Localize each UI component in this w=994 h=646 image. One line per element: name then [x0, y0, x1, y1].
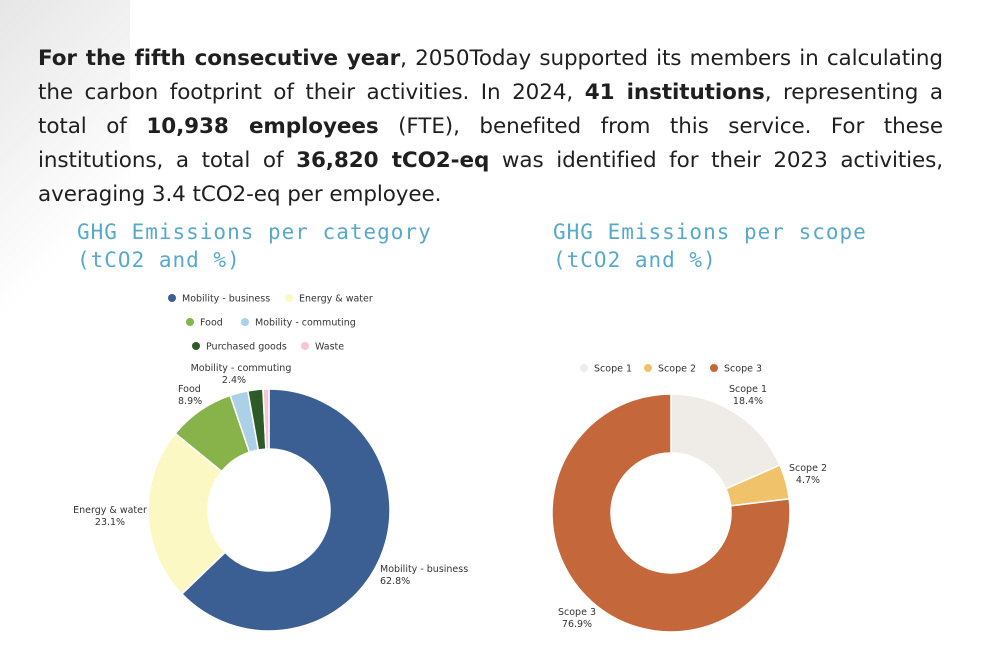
category-legend-label-purchased-goods: Purchased goods [206, 342, 287, 353]
scope-chart-title: GHG Emissions per scope (tCO2 and %) [553, 218, 867, 274]
category-legend-swatch-energy-water [285, 294, 293, 302]
intro-bold-7: 36,820 tCO2-eq [296, 147, 490, 173]
intro-text-6: (FTE), benefited from this service. For … [38, 113, 943, 173]
category-legend-label-energy-water: Energy & water [299, 294, 373, 305]
category-donut [147, 388, 391, 632]
scope-label-name-scope-3: Scope 3 [558, 607, 596, 618]
category-slice-waste [262, 388, 270, 450]
scope-legend-label-scope-1: Scope 1 [594, 364, 632, 375]
intro-bold-5: 10,938 employees [146, 113, 379, 139]
category-label-value-mobility-commuting: 2.4% [222, 375, 246, 386]
category-label-name-food: Food [178, 384, 201, 395]
intro-text-2: , 2050Today supported its members in cal… [38, 45, 943, 105]
intro-bold-1: For the fifth consecutive year [38, 45, 401, 71]
scope-label-value-scope-3: 76.9% [562, 619, 592, 630]
category-label-name-mobility-business: Mobility - business [380, 564, 468, 575]
scope-labels: Scope 118.4% Scope 24.7% Scope 376.9% [558, 384, 827, 630]
category-label-name-mobility-commuting: Mobility - commuting [191, 363, 292, 374]
intro-text-8: was identified for their 2023 activities… [38, 147, 943, 207]
category-slice-mobility-business [180, 388, 391, 632]
category-label-value-food: 8.9% [178, 396, 202, 407]
intro-bold-3: 41 institutions [584, 79, 765, 105]
scope-donut [551, 393, 791, 633]
category-legend-label-mobility-business: Mobility - business [182, 294, 270, 305]
background-shade [0, 0, 130, 330]
category-legend-swatch-purchased-goods [192, 342, 200, 350]
category-legend-label-waste: Waste [315, 342, 344, 353]
category-label-value-mobility-business: 62.8% [380, 576, 410, 587]
category-chart-title: GHG Emissions per category (tCO2 and %) [77, 218, 432, 274]
intro-paragraph: For the fifth consecutive year, 2050Toda… [38, 42, 943, 212]
scope-legend-swatch-scope-3 [710, 364, 718, 372]
scope-legend-swatch-scope-1 [580, 364, 588, 372]
scope-chart-title-line2: (tCO2 and %) [553, 248, 717, 272]
category-legend-swatch-waste [301, 342, 309, 350]
intro-text-4: , representing a total of [38, 79, 943, 139]
scope-label-value-scope-2: 4.7% [796, 475, 820, 486]
scope-legend-label-scope-3: Scope 3 [724, 364, 762, 375]
scope-chart-title-line1: GHG Emissions per scope [553, 220, 867, 244]
scope-legend-swatch-scope-2 [644, 364, 652, 372]
scope-label-name-scope-1: Scope 1 [729, 384, 767, 395]
category-label-value-energy-water: 23.1% [95, 517, 125, 528]
scope-legend: Scope 1 Scope 2 Scope 3 [580, 364, 762, 375]
category-label-name-energy-water: Energy & water [73, 505, 147, 516]
category-chart-title-line2: (tCO2 and %) [77, 248, 241, 272]
scope-slice-scope-3 [551, 393, 791, 633]
category-legend-swatch-food [186, 318, 194, 326]
category-legend: Mobility - business Energy & water Food Mob… [168, 294, 373, 353]
category-legend-swatch-mobility-commuting [241, 318, 249, 326]
scope-label-name-scope-2: Scope 2 [789, 463, 827, 474]
category-legend-label-mobility-commuting: Mobility - commuting [255, 318, 356, 329]
scope-legend-label-scope-2: Scope 2 [658, 364, 696, 375]
category-slice-energy-water [147, 432, 227, 595]
category-legend-label-food: Food [200, 318, 223, 329]
scope-slice-scope-1 [670, 393, 781, 490]
category-legend-swatch-mobility-business [168, 294, 176, 302]
category-chart-title-line1: GHG Emissions per category [77, 220, 432, 244]
scope-label-value-scope-1: 18.4% [733, 396, 763, 407]
